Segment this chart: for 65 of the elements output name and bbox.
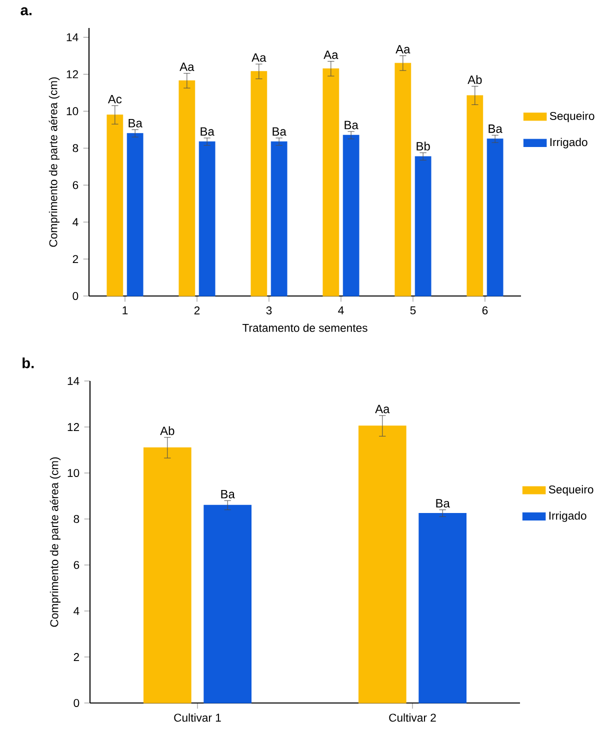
annotation: Ba [272,127,286,136]
bar [486,138,504,296]
annotation: Ba [344,120,358,130]
bar [418,512,467,704]
bar [178,80,196,296]
legend-label: Sequeiro [548,485,594,496]
y-tick-label: 8 [72,144,78,152]
y-tick-label: 2 [74,653,80,661]
y-tick-label: 12 [68,423,80,431]
y-tick-label: 6 [72,181,78,190]
bar [204,504,252,704]
y-tick-label: 0 [72,292,78,300]
annotation: Ba [128,119,142,128]
y-tick-label: 6 [74,560,80,569]
bar [322,68,340,296]
x-tick-label: 5 [410,306,416,314]
chart-title: b. [22,358,34,368]
bar [198,141,216,296]
y-tick-label: 14 [68,377,80,385]
annotation: Aa [396,45,410,54]
x-tick-label: Cultivar 2 [389,713,436,722]
annotation: Bb [416,142,430,150]
bar [342,134,360,296]
bar [358,426,406,704]
x-tick-label: 1 [122,306,128,314]
annotation: Ab [468,75,482,84]
y-tick-label: 4 [74,607,80,615]
y-tick-label: 12 [66,70,78,78]
y-tick-label: 10 [66,107,78,116]
bar [126,133,144,296]
y-axis-title: Comprimento de parte aérea (cm) [50,457,60,627]
x-tick-label: 2 [194,306,200,314]
annotation: Aa [324,50,338,60]
bar [250,71,268,296]
x-tick-label: 6 [482,306,488,314]
y-tick-label: 8 [74,514,80,523]
y-tick-label: 4 [72,218,78,226]
bar [143,447,192,704]
annotation: Ba [200,127,214,136]
y-axis-title: Comprimento de parte aérea (cm) [48,77,60,247]
x-tick-label: 4 [338,306,344,314]
bar [270,141,288,296]
annotation: Ba [436,499,450,508]
bar [466,95,484,296]
y-tick-label: 14 [66,33,78,42]
x-tick-label: 3 [266,306,272,314]
annotation: Ba [221,490,235,498]
y-tick-label: 10 [68,468,80,477]
annotation: Ac [108,94,122,104]
legend-label: Irrigado [550,138,588,148]
legend-label: Irrigado [549,511,586,522]
chart-title: a. [20,7,32,16]
annotation: Ba [488,124,502,133]
legend-label: Sequeiro [550,112,594,122]
annotation: Aa [375,404,390,414]
annotation: Ab [160,426,174,436]
bar [414,156,432,296]
x-tick-label: Cultivar 1 [174,713,221,722]
x-axis-title: Tratamento de sementes [242,324,368,332]
bar [106,114,124,296]
y-tick-label: 2 [72,255,78,263]
annotation: Aa [252,53,266,62]
bar [394,62,412,296]
annotation: Aa [180,62,194,72]
y-tick-label: 0 [74,698,80,707]
